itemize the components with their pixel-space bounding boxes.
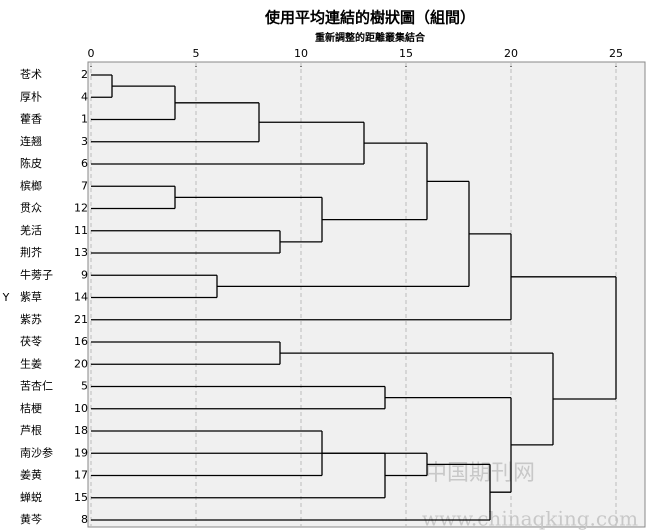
x-tick-label: 0	[88, 47, 95, 60]
leaf-id: 17	[74, 469, 88, 482]
leaf-name: 荆芥	[20, 246, 42, 259]
leaf-id: 11	[74, 224, 88, 237]
chart-subtitle: 重新調整的距離叢集結合	[315, 31, 426, 44]
chart-title: 使用平均連結的樹狀圖（組間）	[264, 9, 475, 27]
leaf-id: 18	[74, 424, 88, 437]
leaf-id: 12	[74, 202, 88, 215]
leaf-name: 陈皮	[20, 156, 42, 170]
leaf-id: 7	[81, 179, 88, 192]
leaf-name: 厚朴	[20, 89, 42, 103]
y-axis-label: Y	[2, 291, 10, 304]
leaf-id: 19	[74, 446, 88, 459]
leaf-name: 姜黄	[20, 468, 42, 482]
leaf-name: 连翘	[20, 135, 42, 148]
leaf-name: 桔梗	[20, 401, 42, 415]
plot-area	[87, 61, 646, 528]
leaf-id: 16	[74, 335, 88, 348]
x-tick-label: 25	[609, 47, 623, 60]
leaf-id: 15	[74, 491, 88, 504]
x-tick-label: 5	[193, 47, 200, 60]
leaf-id: 3	[81, 135, 88, 148]
watermark: 中国期刊网	[425, 461, 535, 486]
leaf-id: 13	[74, 246, 88, 259]
leaf-name: 南沙参	[20, 445, 53, 459]
leaf-name: 牛蒡子	[20, 267, 53, 281]
leaf-name: 生姜	[20, 356, 42, 370]
leaf-name: 紫草	[20, 291, 42, 304]
leaf-name: 槟榔	[20, 178, 42, 192]
leaf-id: 10	[74, 402, 88, 415]
leaf-id: 2	[81, 68, 88, 81]
leaf-id: 20	[74, 357, 88, 370]
leaf-name: 贯众	[20, 202, 42, 215]
x-tick-label: 10	[294, 47, 308, 60]
leaf-id: 4	[81, 90, 88, 103]
leaf-name: 苍术	[20, 68, 42, 81]
leaf-name: 羌活	[20, 224, 42, 237]
leaf-id: 9	[81, 268, 88, 281]
leaf-id: 5	[81, 380, 88, 393]
leaf-id: 14	[74, 291, 88, 304]
leaf-name: 藿香	[20, 112, 42, 126]
leaf-name: 黄芩	[20, 512, 42, 526]
leaf-name: 茯苓	[20, 334, 42, 348]
watermark: www.chinaqking.com	[422, 507, 638, 531]
leaf-id: 8	[81, 513, 88, 526]
leaf-id: 6	[81, 157, 88, 170]
leaf-name: 紫苏	[20, 313, 42, 326]
x-tick-label: 15	[399, 47, 413, 60]
leaf-name: 苦杏仁	[20, 380, 53, 393]
leaf-name: 蝉蜕	[20, 490, 42, 504]
x-tick-label: 20	[504, 47, 518, 60]
leaf-id: 1	[81, 113, 88, 126]
leaf-name: 芦根	[20, 423, 42, 437]
leaf-id: 21	[74, 313, 88, 326]
